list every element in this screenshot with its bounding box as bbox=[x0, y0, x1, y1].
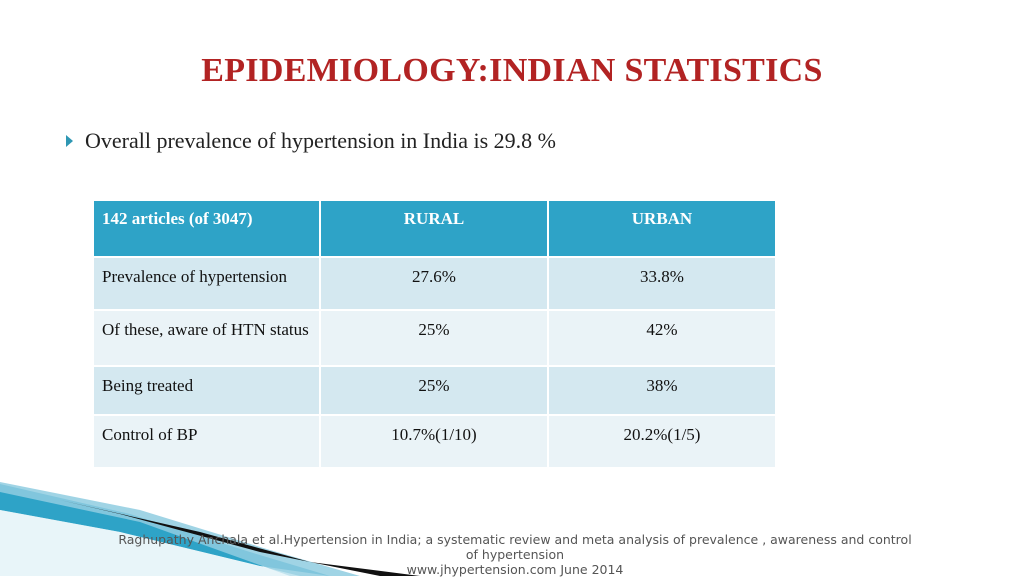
table-header-row: 142 articles (of 3047) RURAL URBAN bbox=[94, 201, 777, 258]
urban-value: 42% bbox=[549, 311, 777, 367]
row-label: Being treated bbox=[94, 367, 321, 416]
decorative-swoosh bbox=[0, 482, 420, 576]
citation-line-3: www.jhypertension.com June 2014 bbox=[406, 562, 624, 577]
table-row: Prevalence of hypertension 27.6% 33.8% bbox=[94, 258, 777, 311]
bullet-text: Overall prevalence of hypertension in In… bbox=[85, 128, 557, 153]
rural-value: 27.6% bbox=[321, 258, 549, 311]
statistics-table: 142 articles (of 3047) RURAL URBAN Preva… bbox=[94, 201, 777, 469]
urban-value: 38% bbox=[549, 367, 777, 416]
citation-footnote: Raghupathy Anchala et al.Hypertension in… bbox=[110, 532, 920, 577]
rural-value: 25% bbox=[321, 367, 549, 416]
triangle-bullet-icon bbox=[66, 135, 73, 147]
row-label: Control of BP bbox=[94, 416, 321, 469]
citation-line-1: Raghupathy Anchala et al.Hypertension in… bbox=[118, 532, 912, 547]
bullet-point: Overall prevalence of hypertension in In… bbox=[66, 128, 556, 154]
table-row: Being treated 25% 38% bbox=[94, 367, 777, 416]
table-row: Control of BP 10.7%(1/10) 20.2%(1/5) bbox=[94, 416, 777, 469]
table-row: Of these, aware of HTN status 25% 42% bbox=[94, 311, 777, 367]
citation-line-2: of hypertension bbox=[465, 547, 565, 562]
header-rural: RURAL bbox=[321, 201, 549, 258]
header-articles: 142 articles (of 3047) bbox=[94, 201, 321, 258]
row-label: Of these, aware of HTN status bbox=[94, 311, 321, 367]
rural-value: 10.7%(1/10) bbox=[321, 416, 549, 469]
header-urban: URBAN bbox=[549, 201, 777, 258]
row-label: Prevalence of hypertension bbox=[94, 258, 321, 311]
rural-value: 25% bbox=[321, 311, 549, 367]
urban-value: 33.8% bbox=[549, 258, 777, 311]
urban-value: 20.2%(1/5) bbox=[549, 416, 777, 469]
slide-title: EPIDEMIOLOGY:INDIAN STATISTICS bbox=[201, 52, 823, 89]
